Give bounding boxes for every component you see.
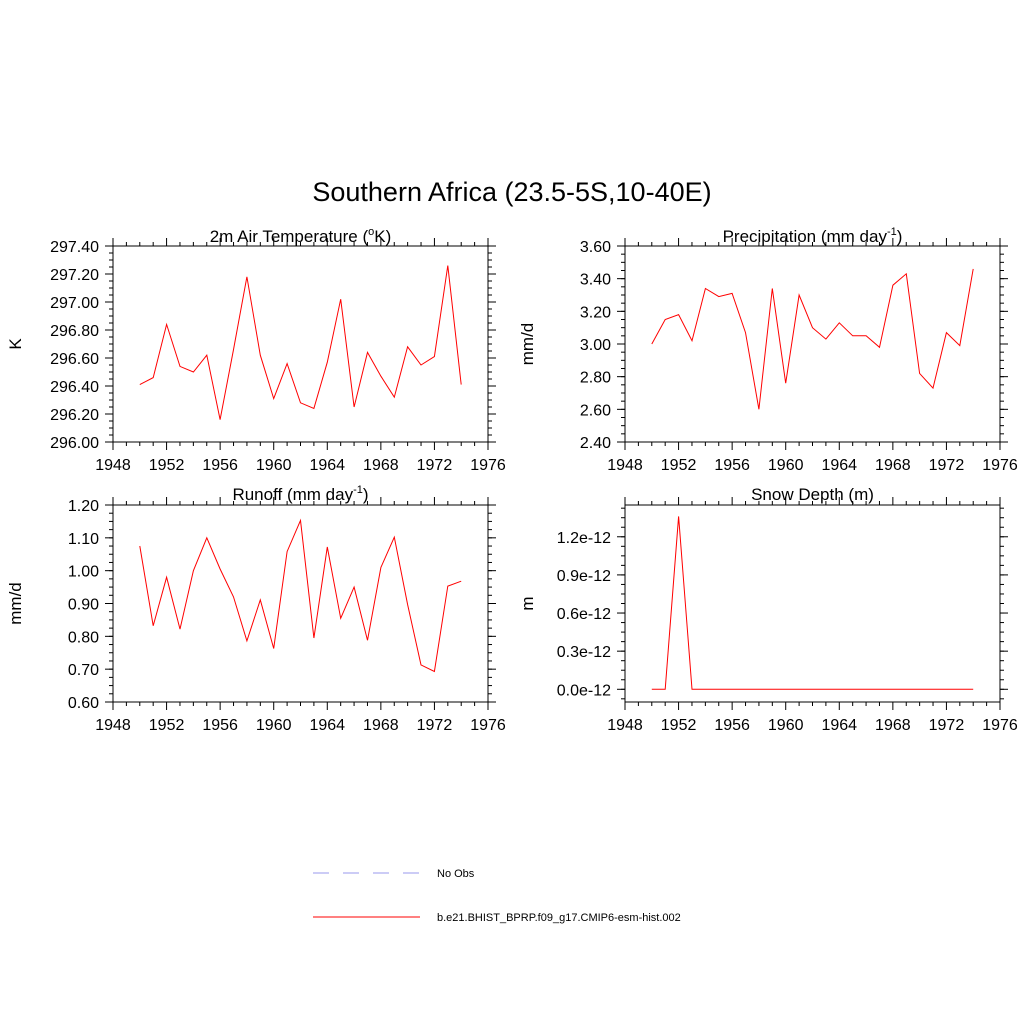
y-tick-label: 297.20 bbox=[50, 267, 99, 284]
y-tick-label: 1.00 bbox=[68, 564, 99, 581]
panel-3: Runoff (mm day-1) mm/d 1948 1952 1956 1960 196… bbox=[6, 484, 506, 734]
y-tick-label: 3.20 bbox=[580, 304, 611, 321]
y-tick-label: 0.60 bbox=[68, 695, 99, 712]
x-tick-label: 1956 bbox=[714, 717, 750, 734]
x-tick-label: 1964 bbox=[821, 457, 857, 474]
y-tick-label: 0.6e-12 bbox=[557, 606, 611, 623]
panel-2: Precipitation (mm day-1) mm/d 1948 1952 1956… bbox=[518, 226, 1018, 474]
tick-marks bbox=[105, 497, 496, 710]
series-line-1 bbox=[139, 265, 462, 420]
x-tick-label: 1948 bbox=[607, 457, 643, 474]
x-tick-label: 1948 bbox=[95, 457, 131, 474]
y-axis-label: mm/d bbox=[6, 582, 25, 625]
x-tick-label: 1976 bbox=[470, 717, 506, 734]
y-axis-label: K bbox=[6, 338, 25, 350]
x-tick-label: 1976 bbox=[470, 457, 506, 474]
x-tick-label: 1968 bbox=[363, 457, 399, 474]
y-tick-label: 296.20 bbox=[50, 407, 99, 424]
panel-title: Snow Depth (m) bbox=[751, 485, 874, 504]
panel-1: 2m Air Temperature (oK) K 1948 1952 1956 1960… bbox=[6, 226, 506, 474]
y-tick-label: 296.40 bbox=[50, 379, 99, 396]
x-tick-label: 1964 bbox=[309, 457, 345, 474]
y-axis-label: m bbox=[518, 596, 537, 610]
y-tick-label: 1.2e-12 bbox=[557, 530, 611, 547]
x-tick-label: 1960 bbox=[256, 457, 292, 474]
x-tick-label: 1956 bbox=[202, 717, 238, 734]
x-tick-label: 1964 bbox=[309, 717, 345, 734]
y-tick-label: 3.60 bbox=[580, 239, 611, 256]
y-tick-label: 0.80 bbox=[68, 629, 99, 646]
y-tick-label: 2.80 bbox=[580, 370, 611, 387]
y-tick-label: 3.40 bbox=[580, 272, 611, 289]
x-tick-label: 1976 bbox=[982, 717, 1018, 734]
y-tick-label: 1.20 bbox=[68, 498, 99, 515]
y-tick-label: 297.40 bbox=[50, 239, 99, 256]
y-axis-label: mm/d bbox=[518, 323, 537, 366]
y-tick-label: 297.00 bbox=[50, 295, 99, 312]
x-tick-label: 1956 bbox=[714, 457, 750, 474]
tick-marks bbox=[617, 497, 1008, 710]
x-tick-label: 1968 bbox=[363, 717, 399, 734]
x-tick-label: 1948 bbox=[95, 717, 131, 734]
y-tick-label: 296.00 bbox=[50, 435, 99, 452]
x-tick-label: 1952 bbox=[661, 457, 697, 474]
x-tick-label: 1948 bbox=[607, 717, 643, 734]
x-tick-label: 1960 bbox=[256, 717, 292, 734]
figure-title: Southern Africa (23.5-5S,10-40E) bbox=[312, 177, 711, 207]
y-tick-label: 0.0e-12 bbox=[557, 682, 611, 699]
y-tick-label: 0.90 bbox=[68, 597, 99, 614]
panel-title: Runoff (mm day-1) bbox=[232, 484, 368, 504]
x-tick-label: 1956 bbox=[202, 457, 238, 474]
x-tick-label: 1976 bbox=[982, 457, 1018, 474]
x-tick-label: 1952 bbox=[149, 717, 185, 734]
x-tick-label: 1968 bbox=[875, 457, 911, 474]
panels: 2m Air Temperature (oK) K 1948 1952 1956 1960… bbox=[6, 226, 1018, 734]
legend-label-1: No Obs bbox=[437, 868, 475, 880]
y-tick-label: 1.10 bbox=[68, 531, 99, 548]
plot-frame bbox=[112, 245, 489, 443]
x-tick-label: 1952 bbox=[149, 457, 185, 474]
y-tick-label: 2.40 bbox=[580, 435, 611, 452]
x-tick-label: 1972 bbox=[929, 457, 965, 474]
y-tick-label: 296.80 bbox=[50, 323, 99, 340]
panel-4: Snow Depth (m) m 1948 1952 1956 1960 1964 1968 1… bbox=[518, 485, 1018, 734]
x-tick-label: 1972 bbox=[417, 457, 453, 474]
y-tick-label: 0.9e-12 bbox=[557, 568, 611, 585]
series-line-1 bbox=[651, 268, 974, 410]
plot-frame bbox=[624, 504, 1001, 703]
panel-title: Precipitation (mm day-1) bbox=[723, 226, 903, 246]
x-tick-label: 1952 bbox=[661, 717, 697, 734]
series-line-1 bbox=[139, 518, 462, 673]
series-line-1 bbox=[651, 516, 974, 690]
tick-marks bbox=[105, 238, 496, 450]
x-tick-label: 1968 bbox=[875, 717, 911, 734]
panel-title: 2m Air Temperature (oK) bbox=[210, 226, 392, 246]
x-tick-label: 1972 bbox=[417, 717, 453, 734]
x-tick-label: 1972 bbox=[929, 717, 965, 734]
tick-marks bbox=[617, 238, 1008, 450]
legend: No Obs b.e21.BHIST_BPRP.f09_g17.CMIP6-esm… bbox=[313, 868, 681, 924]
x-tick-label: 1960 bbox=[768, 457, 804, 474]
y-tick-label: 296.60 bbox=[50, 351, 99, 368]
y-tick-label: 0.3e-12 bbox=[557, 644, 611, 661]
y-tick-label: 0.70 bbox=[68, 662, 99, 679]
legend-label-2: b.e21.BHIST_BPRP.f09_g17.CMIP6-esm-hist.… bbox=[437, 912, 681, 924]
x-tick-label: 1964 bbox=[821, 717, 857, 734]
y-tick-label: 3.00 bbox=[580, 337, 611, 354]
plot-frame bbox=[112, 504, 489, 703]
y-tick-label: 2.60 bbox=[580, 402, 611, 419]
x-tick-label: 1960 bbox=[768, 717, 804, 734]
